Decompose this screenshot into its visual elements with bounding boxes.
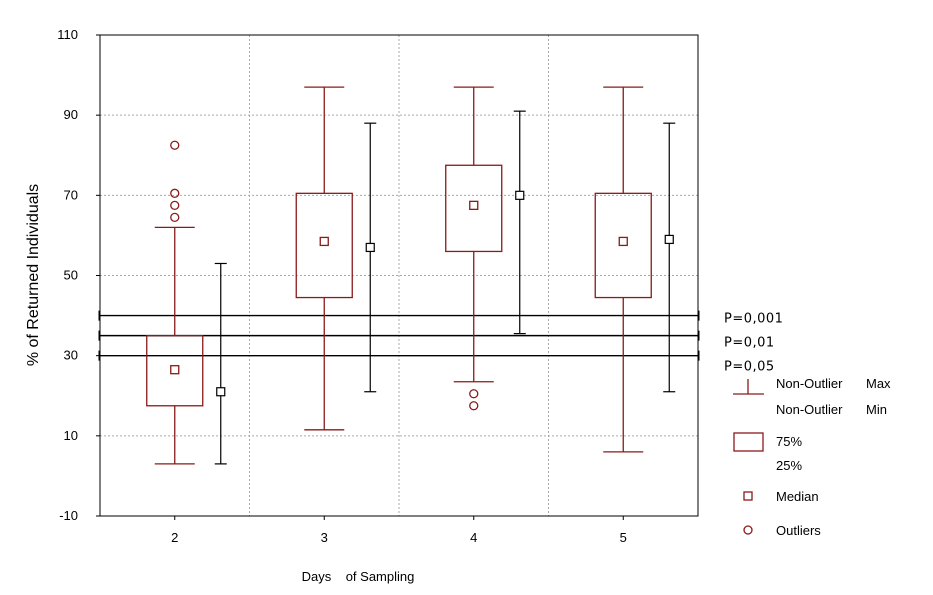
x-tick-label: 3: [321, 530, 328, 545]
grid-lines: [100, 35, 698, 516]
legend-median-icon: [743, 491, 753, 501]
y-tick-label: -10: [59, 508, 78, 523]
y-tick-label: 70: [64, 187, 78, 202]
legend-outlier-icon: [743, 525, 753, 535]
iqr-box: [594, 192, 652, 299]
legend-outliers-label: Outliers: [776, 523, 821, 538]
box-group-5: [594, 86, 652, 453]
x-tick-label: 4: [470, 530, 477, 545]
legend-whisker-min-label: Non-Outlier: [776, 402, 843, 417]
interval-center-marker: [216, 387, 226, 397]
median-marker: [618, 236, 628, 247]
interval-group-4: [513, 110, 526, 335]
iqr-box: [445, 164, 503, 253]
median-marker: [319, 236, 329, 247]
legend-median-label: Median: [776, 489, 819, 504]
outlier-point: [469, 389, 479, 399]
legend: Non-Outlier Max Non-Outlier Min 75% 25% …: [733, 376, 891, 538]
y-tick-label: 110: [57, 27, 78, 42]
outlier-point: [170, 212, 180, 223]
significance-labels: P=0,001 P=0,01 P=0,05: [724, 312, 783, 375]
x-tick-label: 5: [620, 530, 627, 545]
legend-box-upper-label: 75%: [776, 434, 802, 449]
legend-box-icon: [733, 432, 764, 452]
boxes: [146, 86, 652, 465]
significance-label: P=0,05: [724, 360, 775, 375]
x-axis-title: Days of Sampling: [302, 569, 415, 584]
x-tick-labels: 2 3 4 5: [171, 516, 627, 545]
legend-whisker-min-suffix: Min: [866, 402, 887, 417]
outlier-point: [469, 401, 479, 411]
iqr-box: [146, 334, 204, 407]
box-group-2: [146, 140, 204, 465]
y-axis-title: % of Returned Individuals: [25, 184, 42, 366]
interval-group-3: [364, 122, 377, 393]
reference-intervals: [214, 110, 676, 465]
outlier-point: [170, 200, 180, 211]
interval-center-marker: [365, 242, 375, 253]
outlier-point: [170, 188, 180, 198]
box-group-3: [295, 86, 353, 431]
y-tick-labels: -10 10 30 50 70 90 110: [57, 27, 100, 523]
y-tick-label: 30: [64, 348, 78, 363]
x-tick-label: 2: [171, 530, 178, 545]
interval-group-5: [663, 122, 676, 393]
median-marker: [469, 200, 479, 211]
legend-whisker-icon: [733, 379, 764, 395]
legend-whisker-max-label: Non-Outlier: [776, 376, 843, 391]
y-tick-label: 50: [64, 268, 78, 283]
box-group-4: [445, 86, 503, 411]
outlier-point: [170, 140, 180, 150]
significance-label: P=0,01: [724, 336, 775, 351]
y-tick-label: 10: [64, 428, 78, 443]
interval-center-marker: [515, 190, 525, 200]
legend-box-lower-label: 25%: [776, 458, 802, 473]
interval-group-2: [214, 262, 227, 465]
legend-whisker-max-suffix: Max: [866, 376, 891, 391]
iqr-box: [295, 192, 353, 299]
median-marker: [170, 365, 180, 375]
significance-label: P=0,001: [724, 312, 783, 327]
interval-center-marker: [664, 234, 674, 245]
y-tick-label: 90: [64, 107, 78, 122]
